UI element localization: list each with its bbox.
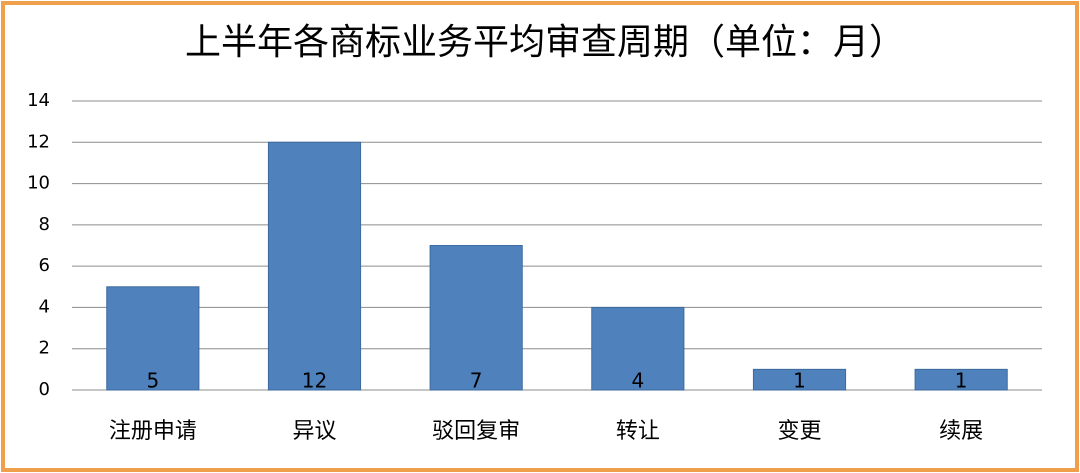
bar xyxy=(591,306,685,391)
data-label: 4 xyxy=(631,369,644,393)
bar xyxy=(106,286,200,391)
x-tick-label: 续展 xyxy=(939,419,983,444)
y-tick-label: 2 xyxy=(39,338,50,359)
x-tick-label: 异议 xyxy=(292,419,336,444)
y-tick-label: 12 xyxy=(27,131,50,152)
data-label: 12 xyxy=(302,369,327,393)
y-tick-label: 4 xyxy=(39,296,50,317)
x-tick-label: 注册申请 xyxy=(109,419,197,444)
data-label: 5 xyxy=(146,369,159,393)
y-tick-label: 0 xyxy=(39,379,50,400)
bar xyxy=(267,141,362,391)
bar xyxy=(429,245,523,391)
data-label: 7 xyxy=(470,369,483,393)
y-tick-label: 6 xyxy=(39,255,50,276)
bar xyxy=(752,368,847,391)
x-tick-label: 变更 xyxy=(777,419,821,444)
x-tick-label: 驳回复审 xyxy=(432,419,520,444)
y-tick-label: 14 xyxy=(27,90,50,111)
data-label: 1 xyxy=(793,369,806,393)
data-label: 1 xyxy=(955,369,968,393)
bar xyxy=(914,368,1008,391)
x-tick-label: 转让 xyxy=(616,419,660,444)
y-tick-label: 8 xyxy=(39,214,50,235)
chart-title: 上半年各商标业务平均审查周期（单位：月） xyxy=(185,22,905,63)
y-tick-label: 10 xyxy=(27,173,50,194)
